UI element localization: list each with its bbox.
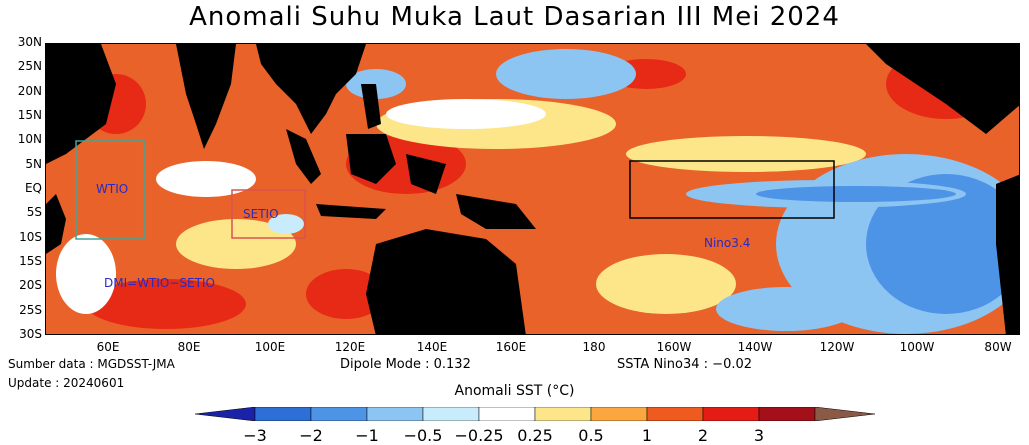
ssta-nino34-value: SSTA Nino34 : −0.02 — [617, 357, 753, 372]
neutral-patches — [176, 99, 866, 314]
lon-label: 140E — [416, 340, 448, 354]
lon-label: 160W — [656, 340, 692, 354]
lat-label: 30N — [17, 35, 42, 49]
sst-anomaly-map: WTIO SETIO Nino3.4 DMI=WTIO−SETIO — [45, 43, 1020, 335]
nino34-box — [629, 160, 835, 219]
lat-label: 10S — [19, 229, 42, 244]
lon-label: 60E — [96, 340, 120, 354]
lon-label: 120E — [334, 340, 366, 354]
dipole-mode-value: Dipole Mode : 0.132 — [340, 357, 471, 372]
colorbar-tick-label: −2 — [299, 426, 323, 445]
colorbar-tick-label: −0.25 — [454, 426, 504, 445]
colorbar-segment — [590, 407, 648, 421]
lon-label: 100W — [899, 340, 935, 354]
lon-label: 120W — [819, 340, 855, 354]
colorbar-segment — [646, 407, 704, 421]
map-title: Anomali Suhu Muka Laut Dasarian III Mei … — [189, 2, 840, 32]
white-patches — [56, 99, 546, 314]
lon-label: 160E — [495, 340, 527, 354]
lat-label: 15N — [17, 108, 42, 122]
colorbar-tick-label: 1 — [641, 426, 653, 445]
lat-label: 15S — [19, 254, 42, 268]
lon-label: 80E — [177, 340, 201, 354]
colorbar-segment — [254, 407, 312, 421]
colorbar-segment — [758, 407, 816, 421]
colorbar-tick-label: 0.25 — [517, 426, 553, 445]
nino34-label: Nino3.4 — [704, 236, 751, 250]
lon-label: 180 — [582, 340, 606, 354]
colorbar-tick-label: 0.5 — [578, 426, 604, 445]
colorbar-segment — [310, 407, 368, 421]
lat-label: 20N — [17, 83, 42, 98]
colorbar-tick-label: −3 — [243, 426, 267, 445]
colorbar-tick-label: −1 — [355, 426, 379, 445]
colorbar-segment — [422, 407, 480, 421]
colorbar-segment — [534, 407, 592, 421]
lat-label: EQ — [24, 181, 42, 195]
setio-box — [231, 189, 306, 239]
dmi-formula: DMI=WTIO−SETIO — [104, 276, 215, 290]
lon-label: 140W — [737, 340, 773, 354]
colorbar-tick-label: 2 — [697, 426, 709, 445]
colorbar-tick-label: −0.5 — [403, 426, 443, 445]
wtio-label: WTIO — [96, 182, 129, 196]
colorbar — [195, 407, 875, 421]
lon-label: 100E — [254, 340, 286, 354]
colorbar-segment — [366, 407, 424, 421]
lat-label: 5S — [26, 205, 42, 220]
setio-label: SETIO — [243, 207, 279, 221]
lat-label: 25S — [19, 302, 42, 317]
colorbar-extend-high — [814, 407, 875, 421]
lat-label: 25N — [17, 59, 42, 74]
wtio-box — [75, 140, 145, 240]
update-text: Update : 20240601 — [8, 376, 125, 390]
lon-label: 80W — [984, 340, 1012, 354]
colorbar-title: Anomali SST (°C) — [454, 383, 575, 399]
lat-label: 10N — [17, 132, 42, 147]
colorbar-segment — [478, 407, 536, 421]
colorbar-segment — [702, 407, 760, 421]
lat-label: 20S — [19, 278, 42, 293]
lat-label: 30S — [19, 327, 42, 341]
colorbar-tick-label: 3 — [753, 426, 765, 445]
colorbar-extend-low — [195, 407, 256, 421]
sst-map-graphic — [46, 44, 1019, 334]
lat-label: 5N — [25, 156, 42, 171]
land-masses — [46, 44, 1019, 334]
source-text: Sumber data : MGDSST-JMA — [8, 357, 175, 371]
cool-patches — [268, 49, 1019, 334]
